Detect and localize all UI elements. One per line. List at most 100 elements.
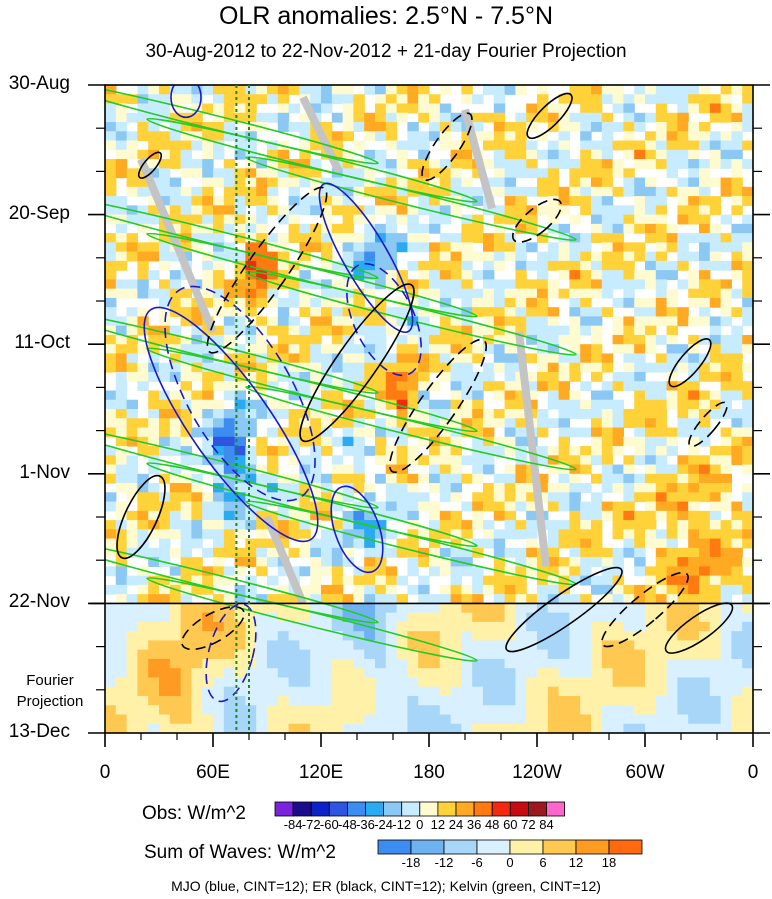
obs-cell [385,575,398,586]
obs-cell [191,492,203,503]
obs-cell [342,297,354,308]
obs-cell [688,149,700,160]
obs-colorbar-tick: 36 [466,817,482,832]
obs-cell [191,325,203,336]
wave-cell [580,640,592,651]
obs-cell [688,85,700,95]
obs-cell [364,149,376,160]
obs-cell [547,325,560,336]
obs-cell [385,427,398,438]
obs-cell [591,316,603,327]
obs-cell [353,270,365,280]
obs-cell [148,205,160,216]
obs-cell [267,279,279,290]
obs-cell [407,325,419,336]
obs-cell [493,492,506,503]
wave-cell [353,668,365,679]
wave-cell [213,649,225,660]
obs-cell [331,557,344,567]
obs-cell [364,279,376,290]
wave-cell [169,612,182,623]
wave-cell [299,658,311,669]
obs-cell [159,131,171,142]
obs-cell [709,242,722,253]
obs-cell [213,529,225,540]
obs-cell [612,501,624,512]
obs-cell [731,584,743,595]
obs-cell [483,501,495,512]
obs-cell [601,464,614,475]
obs-cell [331,223,344,234]
obs-cell [267,159,279,169]
obs-cell [483,233,495,243]
obs-cell [321,279,333,290]
obs-cell [580,325,592,336]
obs-cell [569,159,581,169]
obs-cell [256,205,268,216]
obs-cell [213,492,225,503]
obs-cell [115,446,128,456]
obs-cell [612,418,624,429]
obs-cell [472,473,484,484]
obs-cell [115,353,128,364]
wave-cell [439,621,452,632]
obs-cell [126,288,138,299]
obs-cell [515,223,527,234]
obs-cell [385,594,398,604]
wave-cell [115,677,128,688]
obs-cell [115,529,128,540]
wave-cell [558,705,570,716]
wave-cell [180,640,192,651]
obs-cell [709,547,722,558]
obs-cell [223,223,236,234]
obs-cell [331,233,344,243]
wave-cell [526,677,538,688]
obs-cell [666,520,678,530]
obs-cell [223,446,236,456]
obs-cell [591,492,603,503]
obs-cell [180,307,192,318]
obs-cell [645,85,657,95]
obs-cell [461,223,473,234]
obs-cell [493,547,506,558]
obs-cell [126,371,138,382]
obs-cell [288,122,300,132]
obs-cell [439,297,452,308]
obs-cell [731,557,743,567]
obs-cell [655,196,668,206]
obs-cell [699,196,711,206]
obs-cell [493,159,506,169]
obs-cell [418,297,430,308]
obs-cell [159,159,171,169]
obs-cell [537,353,549,364]
obs-cell [126,399,138,410]
obs-cell [223,362,236,373]
obs-cell [558,186,570,197]
obs-cell [439,214,452,225]
obs-cell [612,381,624,392]
wave-cell [450,686,462,697]
obs-cell [612,594,624,604]
wave-cell [450,658,462,669]
wave-cell [580,677,592,688]
wave-cell [666,686,678,697]
obs-cell [569,251,581,262]
obs-cell [666,149,678,160]
obs-cell [115,436,128,447]
obs-cell [385,473,398,484]
obs-cell [634,362,646,373]
obs-cell [612,557,624,567]
obs-cell [148,390,160,401]
wave-cell [731,631,743,642]
obs-cell [472,325,484,336]
obs-cell [731,140,743,151]
obs-cell [277,353,290,364]
wave-cell [256,621,268,632]
obs-cell [137,85,149,95]
wave-cell [699,714,711,725]
obs-cell [353,520,365,530]
wave-cell [180,677,192,688]
wave-cell [364,714,376,725]
wave-cell [720,631,732,642]
obs-cell [342,159,354,169]
